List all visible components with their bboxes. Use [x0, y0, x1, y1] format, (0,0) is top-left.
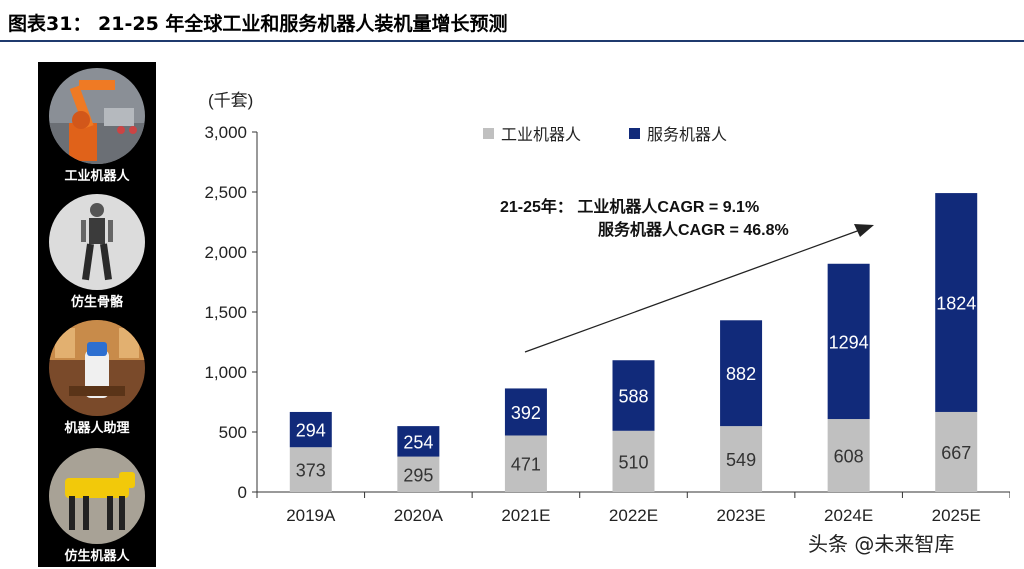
bar-industrial	[289, 447, 332, 492]
legend-label: 服务机器人	[647, 126, 727, 144]
bionic-robot-image	[49, 448, 145, 544]
data-label-industrial: 549	[726, 450, 756, 470]
x-tick-label: 2024E	[824, 506, 873, 525]
bar-industrial	[720, 426, 763, 492]
chart-bars	[289, 193, 978, 492]
legend-label: 工业机器人	[501, 126, 581, 144]
industrial-robot-image	[49, 68, 145, 164]
legend-swatch	[629, 128, 640, 139]
data-label-industrial: 510	[618, 452, 648, 472]
figure-header: 图表31： 21-25 年全球工业和服务机器人装机量增长预测	[0, 0, 1024, 42]
tile-industrial-robot: 工业机器人	[38, 62, 156, 184]
x-tick-label: 2019A	[286, 506, 336, 525]
data-label-service: 1294	[829, 332, 869, 352]
data-label-service: 294	[296, 421, 326, 441]
y-unit-label: (千套)	[208, 91, 253, 110]
data-label-industrial: 373	[296, 461, 326, 481]
bar-industrial	[935, 411, 978, 492]
bar-industrial	[504, 435, 547, 492]
robot-image-panel: 工业机器人 仿生骨骼 机器人助	[38, 62, 156, 567]
bar-service	[827, 263, 870, 420]
figure-title: 图表31： 21-25 年全球工业和服务机器人装机量增长预测	[8, 13, 508, 35]
bar-industrial	[827, 419, 870, 492]
data-label-service: 392	[511, 403, 541, 423]
x-tick-label: 2020A	[394, 506, 444, 525]
robot-assistant-image	[49, 320, 145, 416]
y-tick-label: 500	[219, 423, 247, 442]
chart-legend: 工业机器人 服务机器人	[483, 126, 727, 144]
tile-label: 工业机器人	[64, 169, 130, 184]
bar-service	[289, 411, 332, 448]
x-tick-label: 2023E	[716, 506, 765, 525]
y-tick-label: 2,000	[204, 243, 247, 262]
bar-service	[612, 360, 655, 431]
x-tick-label: 2022E	[609, 506, 658, 525]
tile-label: 机器人助理	[64, 421, 130, 436]
data-label-industrial: 667	[941, 443, 971, 463]
trend-arrow-line	[524, 229, 861, 353]
legend-swatch	[483, 128, 494, 139]
watermark-text: 头条 @未来智库	[808, 532, 955, 556]
chart-svg: (千套) 0 500 1,000 1,500 2,000 2,500 3,000 2019A 20…	[204, 91, 1011, 525]
stacked-bar-chart: (千套) 0 500 1,000 1,500 2,000 2,500 3,000 2019A 20…	[160, 70, 1011, 565]
tile-bionic-robot: 仿生机器人	[38, 442, 156, 564]
y-tick-label: 1,500	[204, 303, 247, 322]
y-tick-label: 3,000	[204, 123, 247, 142]
data-label-service: 882	[726, 364, 756, 384]
bar-industrial	[397, 456, 440, 492]
y-tick-label: 1,000	[204, 363, 247, 382]
x-tick-label: 2021E	[501, 506, 550, 525]
bar-service	[935, 193, 978, 412]
chart-axes: (千套) 0 500 1,000 1,500 2,000 2,500 3,000 2019A 20…	[204, 91, 1011, 525]
bionic-skeleton-image	[49, 194, 145, 290]
bar-service	[504, 388, 547, 436]
data-label-service: 254	[403, 432, 433, 452]
chart-data-labels: 373 294 295 254 471 392 510 588 549 882 608 1294 667…	[296, 294, 976, 486]
data-label-industrial: 608	[834, 447, 864, 467]
y-tick-label: 0	[238, 483, 247, 502]
data-label-industrial: 471	[511, 455, 541, 475]
tile-label: 仿生骨骼	[70, 295, 123, 310]
bar-service	[397, 426, 440, 457]
data-label-industrial: 295	[403, 465, 433, 485]
bar-industrial	[612, 430, 655, 492]
y-tick-label: 2,500	[204, 183, 247, 202]
x-tick-label: 2025E	[932, 506, 981, 525]
cagr-annotation-line1: 21-25年： 工业机器人CAGR = 9.1%	[500, 197, 759, 216]
data-label-service: 588	[618, 387, 648, 407]
chart-annotation: 21-25年： 工业机器人CAGR = 9.1% 服务机器人CAGR = 46.8…	[500, 197, 874, 353]
tile-robot-assistant: 机器人助理	[38, 314, 156, 436]
tile-bionic-skeleton: 仿生骨骼	[38, 188, 156, 310]
data-label-service: 1824	[936, 294, 976, 314]
tile-label: 仿生机器人	[64, 549, 130, 564]
trend-arrow-head	[854, 224, 874, 237]
cagr-annotation-line2: 服务机器人CAGR = 46.8%	[598, 220, 789, 239]
bar-service	[720, 320, 763, 427]
